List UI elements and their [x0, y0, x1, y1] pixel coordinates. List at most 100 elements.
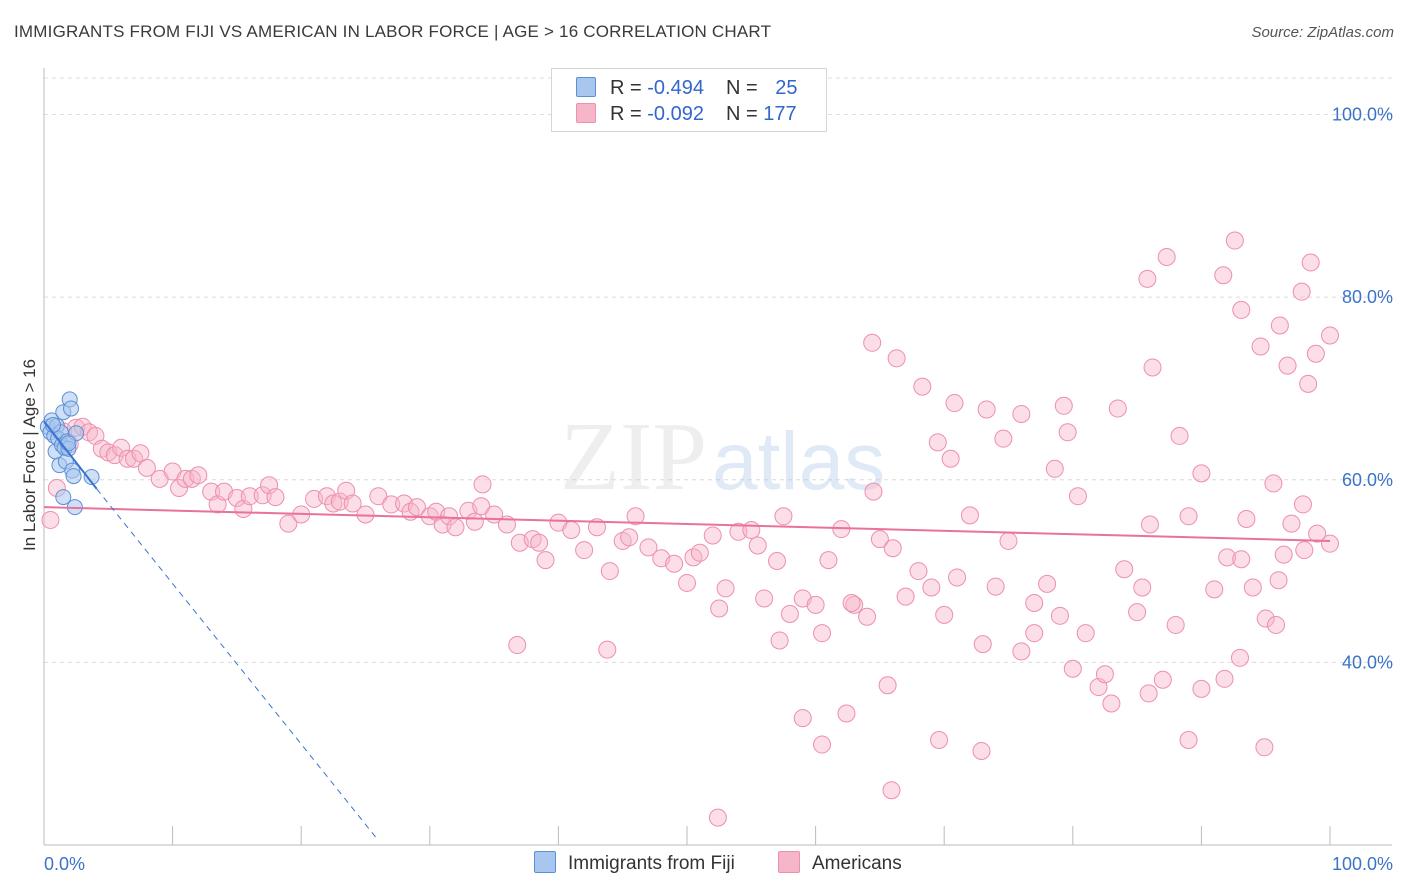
american-point [473, 475, 492, 494]
american-point [960, 506, 979, 525]
american-point [973, 635, 992, 654]
y-tick-label: 40.0% [1342, 652, 1393, 672]
bottom-legend-fiji-label: Immigrants from Fiji [568, 853, 735, 874]
american-point [536, 551, 555, 570]
chart-title: IMMIGRANTS FROM FIJI VS AMERICAN IN LABO… [14, 22, 772, 41]
american-point [170, 478, 189, 497]
american-point [1295, 541, 1314, 560]
x-tick-label-max: 100.0% [1332, 854, 1393, 874]
american-point [1128, 603, 1147, 622]
bottom-legend-americans: Americans [778, 851, 902, 875]
american-point [930, 730, 949, 749]
american-point [986, 577, 1005, 596]
american-point [1025, 594, 1044, 613]
american-point [1266, 615, 1285, 634]
american-point [883, 539, 902, 558]
american-point [928, 433, 947, 452]
american-point [1025, 624, 1044, 643]
american-point [858, 607, 877, 626]
american-point [369, 487, 388, 506]
american-point [1063, 659, 1082, 678]
watermark-atlas: atlas [712, 416, 885, 507]
american-point [819, 551, 838, 570]
american-point [780, 604, 799, 623]
american-point [1306, 344, 1325, 363]
american-point [1153, 670, 1172, 689]
american-point [440, 507, 459, 526]
american-point [1179, 507, 1198, 526]
american-point [896, 587, 915, 606]
american-point [279, 514, 298, 533]
american-point [41, 510, 60, 529]
legend-n-value: 177 [763, 103, 797, 125]
american-point [530, 533, 549, 552]
american-point [1058, 423, 1077, 442]
american-point [1139, 684, 1158, 703]
legend-swatch-americans [576, 103, 596, 123]
american-point [793, 709, 812, 728]
american-point [1045, 459, 1064, 478]
american-point [864, 482, 883, 501]
fiji-point [55, 489, 72, 506]
bottom-swatch-fiji [534, 851, 556, 873]
american-point [1143, 358, 1162, 377]
american-point [806, 595, 825, 614]
american-point [472, 497, 491, 516]
american-point [1274, 545, 1293, 564]
grid-lines [44, 77, 1392, 663]
american-point [684, 548, 703, 567]
american-point [1215, 669, 1234, 688]
american-point [870, 530, 889, 549]
american-point [626, 507, 645, 526]
american-point [977, 400, 996, 419]
american-point [1050, 606, 1069, 625]
american-point [1321, 534, 1339, 553]
american-point [999, 531, 1018, 550]
stats-legend: R = -0.494 N = 25 R = -0.092 N = 177 [551, 68, 827, 132]
fiji-point [65, 468, 82, 485]
legend-n-label: N = [725, 77, 764, 99]
american-point [1232, 300, 1251, 319]
american-point [189, 466, 208, 485]
american-point [598, 640, 617, 659]
american-point [665, 554, 684, 573]
legend-r-label: R = [610, 103, 648, 125]
american-point [1038, 574, 1057, 593]
american-point [1192, 679, 1211, 698]
american-point [1321, 326, 1339, 345]
american-point [240, 487, 259, 506]
american-point [994, 429, 1013, 448]
fiji-trend-line [43, 420, 98, 490]
fiji-point [83, 469, 100, 486]
american-point [1237, 510, 1256, 529]
american-point [260, 476, 279, 495]
american-point [1157, 247, 1176, 266]
american-point [1292, 282, 1311, 301]
american-point [112, 438, 131, 457]
american-point [587, 518, 606, 537]
american-point [324, 494, 343, 513]
american-point [678, 573, 696, 592]
american-point [742, 520, 761, 539]
american-point [1293, 495, 1312, 514]
american-point [1012, 642, 1031, 661]
american-point [690, 543, 709, 562]
american-point [948, 568, 967, 587]
american-point [266, 488, 285, 507]
american-point [1255, 738, 1274, 757]
american-point [748, 536, 767, 555]
american-point [1192, 464, 1211, 483]
american-point [813, 624, 832, 643]
american-point [1301, 253, 1320, 272]
american-point [620, 528, 639, 547]
american-point [343, 494, 362, 513]
american-point [446, 518, 465, 537]
y-tick-label: 60.0% [1342, 470, 1393, 490]
american-point [1230, 648, 1249, 667]
y-axis-label: In Labor Force | Age > 16 [20, 358, 39, 552]
american-point [1068, 487, 1087, 506]
american-point [837, 704, 856, 723]
american-point [1308, 524, 1327, 543]
legend-r-value: -0.494 [647, 77, 704, 99]
